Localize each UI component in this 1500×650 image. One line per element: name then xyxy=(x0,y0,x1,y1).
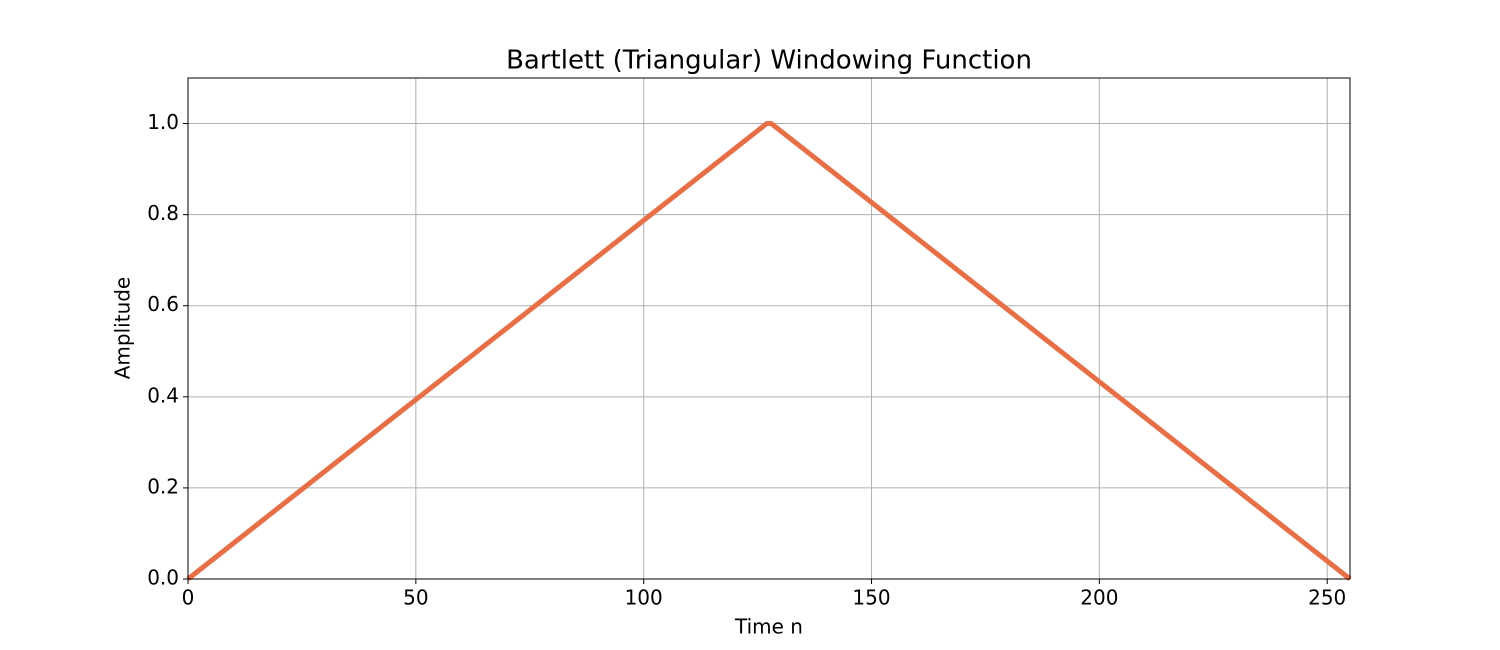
line-series xyxy=(186,121,1352,581)
y-tick-label: 0.8 xyxy=(147,201,179,225)
chart-title: Bartlett (Triangular) Windowing Function xyxy=(506,46,1032,76)
y-tick-label: 0.6 xyxy=(147,292,179,316)
y-axis-label: Amplitude xyxy=(111,277,135,380)
x-tick-label: 0 xyxy=(182,586,195,610)
x-tick-label: 50 xyxy=(403,586,428,610)
x-tick-label: 150 xyxy=(852,586,890,610)
plot-frame xyxy=(187,77,1351,580)
y-tick-label: 0.0 xyxy=(147,566,179,590)
x-axis-label: Time n xyxy=(734,615,803,639)
y-tick-label: 0.2 xyxy=(147,474,179,498)
x-tick-label: 200 xyxy=(1080,586,1118,610)
y-tick-label: 0.4 xyxy=(147,383,179,407)
x-tick-label: 100 xyxy=(625,586,663,610)
y-tick-label: 1.0 xyxy=(147,110,179,134)
x-tick-label: 250 xyxy=(1308,586,1346,610)
